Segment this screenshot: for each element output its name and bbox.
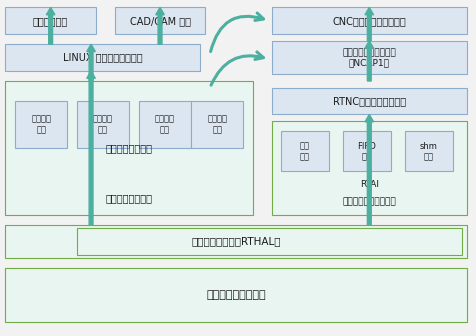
FancyBboxPatch shape [5,81,252,215]
Text: 其它应用程序: 其它应用程序 [33,16,68,26]
Text: 数控应用程序程序接口
（NCAP1）: 数控应用程序程序接口 （NCAP1） [342,48,396,67]
FancyBboxPatch shape [281,131,328,171]
FancyBboxPatch shape [77,101,129,148]
Text: RTNC（数控实时）模块: RTNC（数控实时）模块 [332,96,405,106]
Text: 网络驱动
模块: 网络驱动 模块 [93,115,113,134]
FancyBboxPatch shape [271,7,466,34]
FancyBboxPatch shape [271,121,466,215]
Text: 操作系统内核模块: 操作系统内核模块 [105,193,152,203]
FancyBboxPatch shape [271,88,466,115]
FancyBboxPatch shape [5,268,466,322]
FancyArrow shape [364,7,373,41]
Text: CAD/CAM 系统: CAD/CAM 系统 [129,16,190,26]
FancyBboxPatch shape [5,225,466,258]
FancyArrow shape [87,71,95,225]
Text: RTAI: RTAI [359,180,378,189]
FancyArrow shape [364,41,373,81]
Text: 内存管理
模块: 内存管理 模块 [154,115,174,134]
Text: shm
模块: shm 模块 [419,141,437,161]
FancyBboxPatch shape [404,131,452,171]
Text: 文件管理
模块: 文件管理 模块 [31,115,51,134]
FancyBboxPatch shape [271,41,466,74]
FancyBboxPatch shape [190,101,243,148]
Text: 调度
模块: 调度 模块 [299,141,309,161]
FancyArrow shape [364,115,373,225]
FancyBboxPatch shape [5,44,200,71]
Text: 实时硬件抽象层（RTHAL）: 实时硬件抽象层（RTHAL） [191,237,280,247]
FancyBboxPatch shape [342,131,390,171]
Text: （实时应用接口）模块: （实时应用接口）模块 [342,197,396,206]
Text: 操作系统内核模块: 操作系统内核模块 [105,143,152,153]
FancyBboxPatch shape [5,7,96,34]
FancyBboxPatch shape [77,228,461,255]
Text: CNC（计算机数控）系统: CNC（计算机数控）系统 [332,16,406,26]
Text: FIFO
模块: FIFO 模块 [357,141,376,161]
FancyArrow shape [156,7,164,44]
Text: 实时多任务操作系统: 实时多任务操作系统 [206,290,266,300]
FancyArrow shape [46,7,55,44]
FancyBboxPatch shape [15,101,67,148]
Text: LINUX 应用程序程序接口: LINUX 应用程序程序接口 [63,52,142,62]
FancyBboxPatch shape [115,7,205,34]
FancyArrow shape [87,44,95,81]
FancyBboxPatch shape [139,101,190,148]
Text: 其它驱动
模块: 其它驱动 模块 [207,115,227,134]
